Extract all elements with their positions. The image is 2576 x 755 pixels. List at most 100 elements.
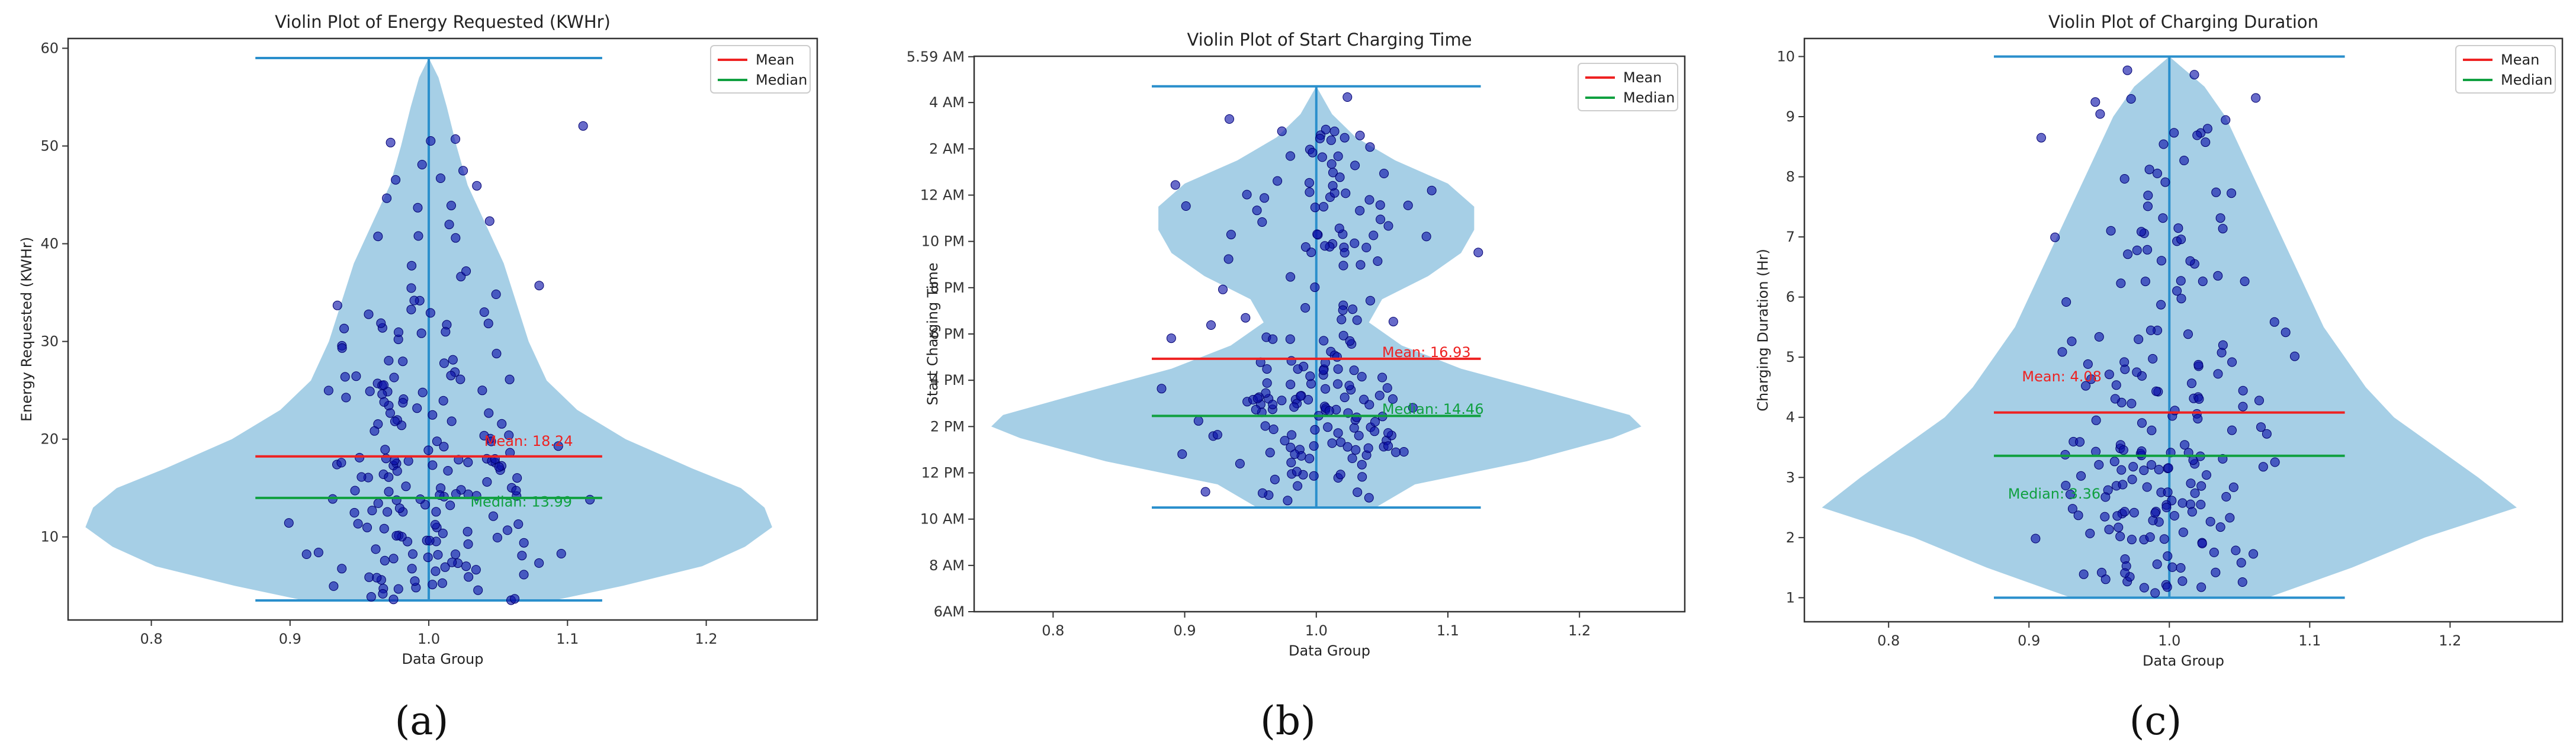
mean-label: Mean: 4.08 [2022,368,2102,385]
data-point [383,507,393,517]
data-point [2079,569,2089,579]
y-tick-label: 2 PM [930,418,965,435]
data-point [2218,224,2228,234]
data-points [1157,92,1483,506]
data-point [451,134,461,144]
data-point [2031,534,2041,544]
data-point [1290,449,1300,459]
data-point [365,386,375,396]
data-point [1388,317,1398,327]
data-point [1321,124,1331,134]
data-point [1286,151,1295,161]
data-point [423,445,433,455]
data-point [447,201,456,211]
x-tick-label: 0.8 [140,631,162,647]
data-point [428,410,438,420]
data-point [373,232,383,242]
data-point [2139,583,2149,593]
chart-panel-2: Mean: 16.93 Median: 14.46 0.8 0.9 1.0 1.1 1.2 6… [907,30,1686,659]
data-point [1260,193,1270,203]
data-point [458,166,468,176]
data-point [2116,278,2126,288]
data-point [463,539,473,549]
data-point [1333,364,1343,374]
data-point [406,304,416,314]
data-point [390,416,400,426]
data-point [445,500,455,510]
data-point [1293,481,1303,491]
data-point [503,525,512,535]
data-point [447,416,457,426]
data-point [489,511,498,521]
y-axis-label: Charging Duration (Hr) [1755,249,1771,412]
data-point [1357,372,1367,382]
data-point [2183,329,2193,339]
x-tick-label: 1.0 [2158,632,2180,649]
data-point [1305,178,1314,188]
data-point [403,456,413,466]
data-point [2110,394,2120,404]
data-point [430,520,440,530]
y-tick-label: 6 PM [930,326,965,342]
data-point [407,261,417,271]
data-point [440,562,450,572]
data-point [1309,441,1319,451]
data-point [517,551,527,561]
data-point [2127,535,2137,545]
x-axis-label: Data Group [1289,642,1370,659]
data-point [2227,188,2237,198]
data-point [1273,176,1283,186]
data-point [1286,272,1296,282]
data-point [1363,443,1373,453]
legend-mean-text: Mean [1623,69,1662,86]
x-tick-label: 0.8 [1877,632,1900,649]
data-point [534,558,544,568]
median-label: Median: 14.46 [1382,401,1484,417]
data-point [2106,226,2116,236]
data-point [2177,498,2188,508]
data-point [2196,500,2206,509]
data-point [2153,168,2162,178]
data-point [2132,245,2142,255]
data-point [1310,425,1320,435]
y-tick-label: 12 AM [920,187,965,204]
y-tick-label: 9 [1786,108,1795,125]
data-point [2205,516,2215,526]
data-point [367,506,377,516]
data-point [504,430,514,440]
data-point [2186,478,2196,489]
y-tick-label: 2 [1786,529,1795,546]
data-point [380,555,390,566]
data-point [1333,428,1343,438]
data-point [2238,385,2248,396]
x-tick-label: 0.9 [279,631,301,647]
data-point [1157,384,1167,394]
data-point [2256,422,2266,432]
data-point [1170,180,1180,190]
data-point [1300,303,1311,313]
data-point [355,452,365,462]
data-point [1223,254,1234,264]
data-point [425,536,435,545]
data-point [1241,313,1251,323]
data-point [491,290,501,299]
data-points [2031,65,2299,598]
data-point [340,372,350,382]
data-point [1321,384,1331,394]
data-point [1338,305,1348,315]
data-point [1391,447,1401,457]
data-point [407,564,417,574]
data-point [519,538,529,548]
data-point [2156,300,2166,310]
data-point [2086,374,2096,384]
y-tick-label: 10 [1777,48,1795,65]
legend-mean-text: Mean [756,52,794,68]
data-point [2262,429,2272,439]
data-point [1427,185,1437,195]
data-point [339,323,349,333]
data-point [2167,562,2177,572]
x-tick-label: 1.1 [556,631,579,647]
data-point [2231,545,2241,555]
data-point [1319,336,1329,346]
data-point [2193,414,2203,424]
